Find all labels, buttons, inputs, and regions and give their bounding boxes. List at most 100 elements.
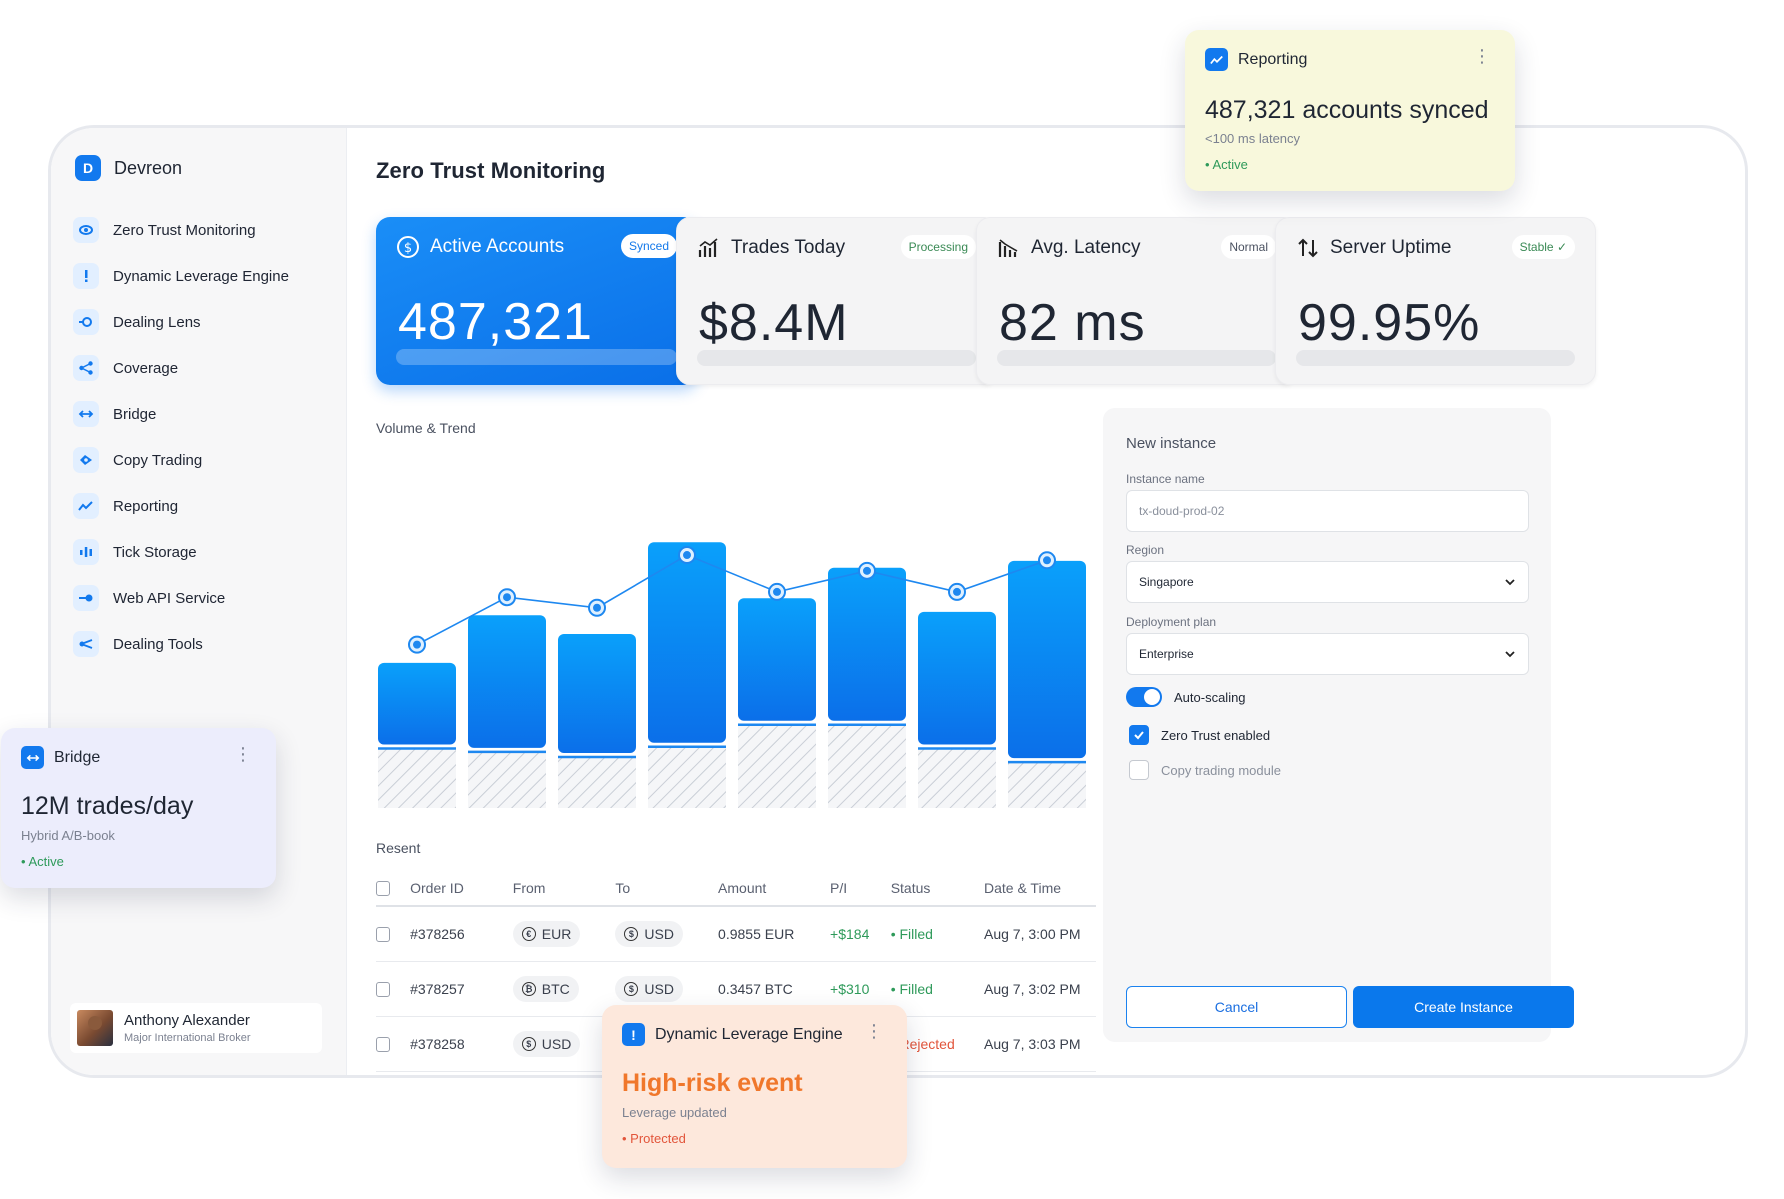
copy-icon (73, 447, 99, 473)
card-subtitle: Leverage updated (622, 1105, 727, 1120)
region-value: Singapore (1139, 575, 1194, 589)
check-icon (1134, 731, 1144, 740)
auto-scaling-toggle[interactable] (1126, 687, 1162, 707)
sidebar-item-dynamic-leverage-engine[interactable]: Dynamic Leverage Engine (73, 253, 289, 299)
auto-scaling-label: Auto-scaling (1174, 689, 1246, 705)
row-checkbox[interactable] (376, 926, 391, 942)
table-row[interactable]: #378256 € EUR $ USD 0.9855 EUR +$184 • Fil… (376, 907, 1096, 962)
app-window: D Devreon Zero Trust Monitoring Dynamic … (48, 125, 1748, 1078)
dynamic-leverage-card[interactable]: ! Dynamic Leverage Engine ⋮ High-risk eve… (602, 1005, 907, 1168)
copy-trading-row: Copy trading module (1129, 760, 1281, 780)
column-header[interactable]: Status (890, 880, 931, 896)
column-header[interactable]: Amount (718, 880, 767, 896)
kpi-card-trades-today[interactable]: Trades Today Processing $8.4M (676, 217, 997, 385)
column-header[interactable]: From (512, 880, 546, 896)
zero-trust-row: Zero Trust enabled (1129, 725, 1270, 745)
alert-icon (73, 263, 99, 289)
card-value: 487,321 accounts synced (1205, 96, 1489, 124)
kpi-card-server-uptime[interactable]: Server Uptime Stable ✓ 99.95% (1275, 217, 1596, 385)
kpi-card-avg-latency[interactable]: Avg. Latency Normal 82 ms (976, 217, 1297, 385)
deployment-plan-value: Enterprise (1139, 647, 1194, 661)
volume-bar (378, 662, 456, 745)
kpi-progress-track (697, 350, 976, 366)
more-options-icon[interactable]: ⋮ (865, 1021, 883, 1041)
bar-chart-down-icon (998, 239, 1018, 257)
bars-icon (73, 539, 99, 565)
brand[interactable]: D Devreon (75, 155, 182, 181)
card-title: Dynamic Leverage Engine (655, 1025, 843, 1043)
reserve-bar (648, 746, 726, 808)
currency-pill: ₿ BTC (512, 976, 579, 1002)
reporting-card[interactable]: Reporting ⋮ 487,321 accounts synced <100… (1185, 30, 1515, 191)
orders-table: Order ID From To Amount P/I Status Date … (376, 871, 1096, 1072)
sidebar-item-coverage[interactable]: Coverage (73, 345, 289, 391)
column-header[interactable]: Date & Time (984, 880, 1062, 896)
more-options-icon[interactable]: ⋮ (1473, 46, 1491, 66)
user-name: Anthony Alexander (124, 1012, 250, 1029)
trend-point-dot (863, 566, 871, 575)
trend-point-dot (683, 551, 691, 560)
status-badge: Normal (1221, 235, 1276, 259)
column-header[interactable]: Order ID (410, 880, 464, 896)
api-icon (73, 585, 99, 611)
kpi-progress-track (1296, 350, 1575, 366)
cancel-button[interactable]: Cancel (1126, 986, 1347, 1028)
sidebar-item-bridge[interactable]: Bridge (73, 391, 289, 437)
currency-pill: $ USD (615, 976, 683, 1002)
row-checkbox[interactable] (376, 981, 391, 997)
kpi-label: Trades Today (731, 237, 846, 258)
bridge-arrows-icon (73, 401, 99, 427)
currency-pill: € EUR (512, 921, 581, 947)
lens-icon (73, 309, 99, 335)
row-checkbox[interactable] (376, 1036, 391, 1052)
amount: 0.3457 BTC (718, 981, 793, 997)
kpi-label: Active Accounts (430, 236, 565, 257)
sidebar-item-reporting[interactable]: Reporting (73, 483, 289, 529)
select-all-checkbox[interactable] (376, 880, 391, 896)
reserve-bar (468, 751, 546, 808)
order-id: #378257 (410, 981, 465, 997)
sidebar-item-copy-trading[interactable]: Copy Trading (73, 437, 289, 483)
card-status: • Protected (622, 1131, 686, 1146)
region-select[interactable]: Singapore (1126, 561, 1529, 603)
zero-trust-checkbox[interactable] (1129, 725, 1149, 745)
reserve-bar (1008, 762, 1086, 808)
create-instance-button[interactable]: Create Instance (1353, 986, 1574, 1028)
column-header[interactable]: P/I (830, 880, 848, 896)
reserve-bar (378, 748, 456, 808)
sidebar-item-label: Dealing Tools (113, 635, 203, 653)
zero-trust-label: Zero Trust enabled (1161, 727, 1271, 743)
dollar-icon: $ (521, 1037, 536, 1051)
date-time: Aug 7, 3:03 PM (984, 1036, 1081, 1052)
sidebar-item-dealing-lens[interactable]: Dealing Lens (73, 299, 289, 345)
card-subtitle: Hybrid A/B-book (21, 828, 115, 843)
more-options-icon[interactable]: ⋮ (234, 744, 252, 764)
trend-point-dot (773, 587, 781, 596)
bar-chart-icon (698, 238, 718, 257)
sidebar-item-tick-storage[interactable]: Tick Storage (73, 529, 289, 575)
volume-bar (828, 567, 906, 721)
order-id: #378256 (410, 926, 465, 942)
column-header[interactable]: To (615, 880, 631, 896)
kpi-card-active-accounts[interactable]: $ Active Accounts Synced 487,321 (376, 217, 697, 385)
bridge-card[interactable]: Bridge ⋮ 12M trades/day Hybrid A/B-book … (1, 728, 276, 888)
deployment-plan-select[interactable]: Enterprise (1126, 633, 1529, 675)
sidebar-item-web-api-service[interactable]: Web API Service (73, 575, 289, 621)
copy-trading-checkbox[interactable] (1129, 760, 1149, 780)
page-title: Zero Trust Monitoring (376, 158, 606, 183)
trend-point-dot (413, 640, 421, 649)
volume-bar (648, 542, 726, 743)
sidebar-item-dealing-tools[interactable]: Dealing Tools (73, 621, 289, 667)
card-status: • Active (1205, 157, 1248, 172)
currency-pill: $ USD (512, 1031, 581, 1057)
sidebar-item-label: Bridge (113, 405, 157, 423)
shield-eye-icon (73, 217, 99, 243)
trend-icon (1205, 48, 1228, 71)
instance-name-input[interactable] (1126, 490, 1529, 532)
date-time: Aug 7, 3:02 PM (984, 981, 1081, 997)
new-instance-panel: New instance Instance name Region Singap… (1103, 408, 1574, 1042)
user-profile[interactable]: Anthony Alexander Major International Br… (70, 1003, 322, 1053)
kpi-label: Server Uptime (1330, 237, 1452, 258)
trend-point-dot (503, 593, 511, 602)
sidebar-item-zero-trust-monitoring[interactable]: Zero Trust Monitoring (73, 207, 289, 253)
